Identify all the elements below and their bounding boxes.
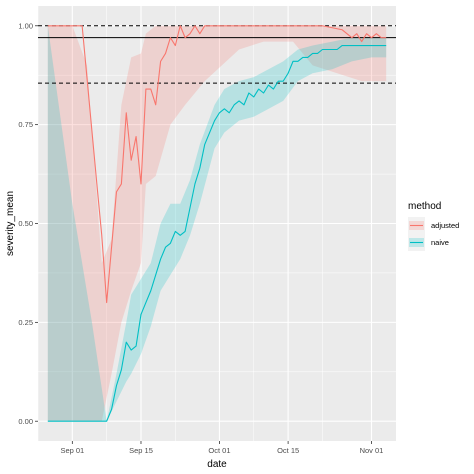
legend-label: adjusted (431, 221, 459, 230)
legend: method adjusted naive (408, 201, 459, 251)
ribbon-adjusted (47, 25, 387, 422)
legend-item-naive: naive (408, 234, 449, 251)
series-lines (47, 25, 387, 422)
confidence-ribbons (47, 25, 387, 422)
y-tick-label: 0.75 (18, 120, 33, 129)
x-tick-label: Oct 15 (277, 446, 299, 455)
x-tick-label: Oct 01 (208, 446, 230, 455)
y-tick-label: 0.25 (18, 318, 33, 327)
legend-label: naive (431, 238, 449, 247)
x-tick-label: Sep 01 (60, 446, 84, 455)
y-tick-label: 0.50 (18, 219, 33, 228)
y-tick-label: 0.00 (18, 417, 33, 426)
axes: 0.00 0.25 0.50 0.75 1.00 Sep 01 Sep 15 Oct 01 Oc… (18, 21, 383, 455)
grid-lines (37, 6, 396, 441)
ribbon-naive (47, 25, 387, 422)
x-axis-title: date (207, 459, 227, 470)
legend-title: method (408, 201, 441, 212)
legend-item-adjusted: adjusted (408, 217, 459, 234)
x-tick-label: Sep 15 (129, 446, 153, 455)
line-naive (47, 44, 387, 422)
y-axis-title: severity_mean (5, 191, 16, 256)
line-adjusted (47, 25, 387, 304)
x-tick-label: Nov 01 (360, 446, 384, 455)
y-tick-label: 1.00 (18, 21, 33, 30)
